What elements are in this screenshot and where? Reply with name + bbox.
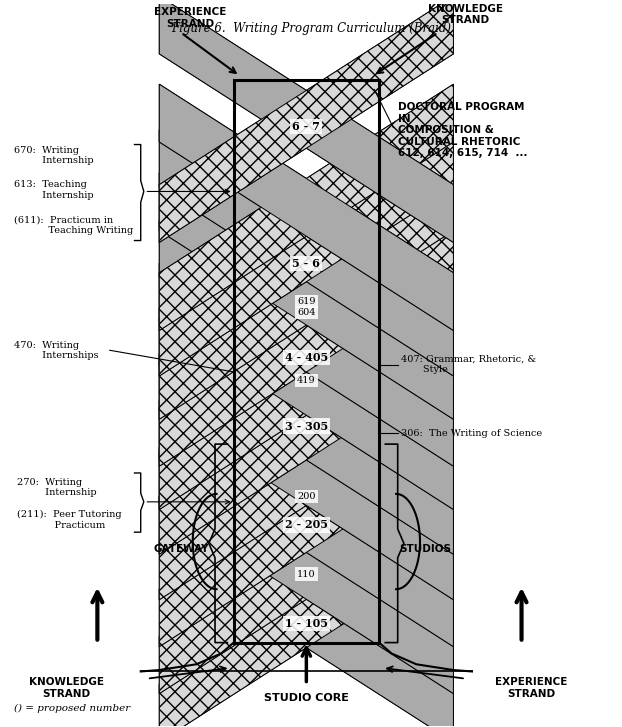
Polygon shape [159, 263, 453, 510]
Polygon shape [159, 308, 453, 554]
Text: (611):  Practicum in
           Teaching Writing: (611): Practicum in Teaching Writing [14, 216, 133, 235]
Text: KNOWLEDGE
STRAND: KNOWLEDGE STRAND [29, 678, 104, 699]
Text: STUDIOS: STUDIOS [399, 544, 452, 554]
Polygon shape [159, 496, 453, 727]
Text: 5 - 6: 5 - 6 [292, 258, 320, 269]
Text: STUDIO CORE: STUDIO CORE [264, 693, 349, 703]
Polygon shape [159, 401, 453, 646]
Polygon shape [159, 401, 453, 646]
Polygon shape [159, 173, 453, 419]
Polygon shape [159, 129, 453, 376]
Polygon shape [159, 220, 453, 466]
Polygon shape [159, 401, 453, 646]
Polygon shape [159, 353, 453, 600]
Polygon shape [159, 0, 453, 242]
Polygon shape [159, 129, 453, 376]
Text: Figure 6.  Writing Program Curriculum (Braid): Figure 6. Writing Program Curriculum (Br… [171, 22, 451, 35]
Text: KNOWLEDGE
STRAND: KNOWLEDGE STRAND [429, 4, 503, 25]
Polygon shape [159, 401, 453, 646]
Text: (211):  Peer Tutoring
            Practicum: (211): Peer Tutoring Practicum [17, 510, 121, 530]
Text: 110: 110 [297, 569, 316, 579]
Text: 419: 419 [297, 376, 316, 385]
Polygon shape [159, 173, 453, 419]
Polygon shape [159, 263, 453, 510]
Text: 306:  The Writing of Science: 306: The Writing of Science [401, 429, 542, 438]
Polygon shape [159, 84, 453, 331]
Polygon shape [159, 308, 453, 554]
Text: EXPERIENCE
STRAND: EXPERIENCE STRAND [494, 678, 567, 699]
Polygon shape [159, 220, 453, 466]
Text: GATEWAY: GATEWAY [153, 544, 209, 554]
Text: 613:  Teaching
         Internship: 613: Teaching Internship [14, 180, 93, 200]
Polygon shape [159, 0, 453, 242]
Polygon shape [159, 447, 453, 694]
Polygon shape [159, 263, 453, 510]
Polygon shape [159, 496, 453, 727]
Polygon shape [159, 129, 453, 376]
Text: 619: 619 [297, 297, 315, 305]
Polygon shape [159, 0, 453, 242]
Text: 407: Grammar, Rhetoric, &
       Style: 407: Grammar, Rhetoric, & Style [401, 355, 536, 374]
Polygon shape [159, 447, 453, 694]
Polygon shape [159, 173, 453, 419]
Text: 3 - 305: 3 - 305 [285, 420, 328, 432]
Text: 670:  Writing
         Internship: 670: Writing Internship [14, 145, 93, 165]
Polygon shape [159, 353, 453, 600]
Polygon shape [159, 308, 453, 554]
Polygon shape [159, 129, 453, 376]
Text: 4 - 405: 4 - 405 [285, 352, 328, 363]
Polygon shape [159, 84, 453, 331]
Polygon shape [159, 0, 453, 242]
Polygon shape [159, 263, 453, 510]
Text: 200: 200 [297, 491, 315, 501]
Polygon shape [159, 308, 453, 554]
Bar [234, 79, 379, 643]
Polygon shape [159, 84, 453, 331]
Polygon shape [159, 447, 453, 694]
Bar [234, 79, 379, 643]
Text: EXPERIENCE
STRAND: EXPERIENCE STRAND [154, 7, 226, 29]
Text: 2 - 205: 2 - 205 [285, 520, 328, 531]
Polygon shape [159, 353, 453, 600]
Polygon shape [159, 220, 453, 466]
Polygon shape [159, 496, 453, 727]
Polygon shape [159, 220, 453, 466]
Text: () = proposed number: () = proposed number [14, 704, 130, 712]
Polygon shape [159, 173, 453, 419]
Polygon shape [159, 496, 453, 727]
Text: 1 - 105: 1 - 105 [285, 618, 328, 629]
Polygon shape [159, 353, 453, 600]
Text: 270:  Writing
         Internship: 270: Writing Internship [17, 478, 96, 497]
Polygon shape [159, 447, 453, 694]
Polygon shape [159, 84, 453, 331]
Text: 470:  Writing
         Internships: 470: Writing Internships [14, 340, 98, 360]
Text: DOCTORAL PROGRAM
IN
COMPOSITION &
CULTURAL RHETORIC
612, 614, 615, 714  ...: DOCTORAL PROGRAM IN COMPOSITION & CULTUR… [397, 102, 527, 158]
Text: 6 - 7: 6 - 7 [292, 121, 320, 132]
Text: 604: 604 [297, 308, 315, 317]
